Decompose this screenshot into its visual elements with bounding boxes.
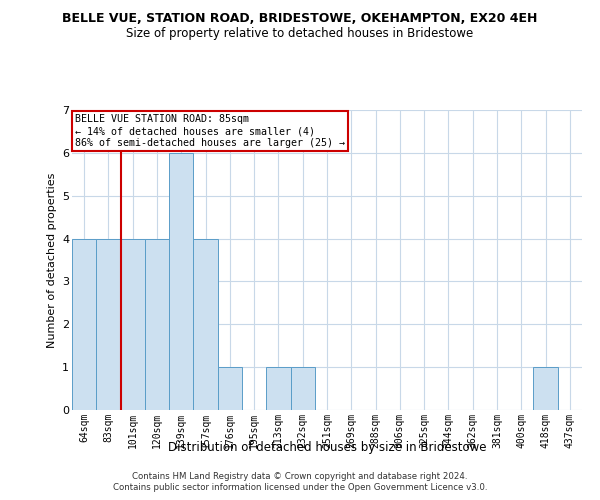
Text: BELLE VUE, STATION ROAD, BRIDESTOWE, OKEHAMPTON, EX20 4EH: BELLE VUE, STATION ROAD, BRIDESTOWE, OKE… <box>62 12 538 26</box>
Bar <box>121 238 145 410</box>
Bar <box>193 238 218 410</box>
Text: BELLE VUE STATION ROAD: 85sqm
← 14% of detached houses are smaller (4)
86% of se: BELLE VUE STATION ROAD: 85sqm ← 14% of d… <box>74 114 344 148</box>
Bar <box>72 238 96 410</box>
Bar <box>169 153 193 410</box>
Bar <box>266 367 290 410</box>
Bar <box>96 238 121 410</box>
Bar <box>218 367 242 410</box>
Text: Contains public sector information licensed under the Open Government Licence v3: Contains public sector information licen… <box>113 484 487 492</box>
Bar <box>533 367 558 410</box>
Bar <box>290 367 315 410</box>
Text: Contains HM Land Registry data © Crown copyright and database right 2024.: Contains HM Land Registry data © Crown c… <box>132 472 468 481</box>
Bar <box>145 238 169 410</box>
Text: Distribution of detached houses by size in Bridestowe: Distribution of detached houses by size … <box>168 441 486 454</box>
Y-axis label: Number of detached properties: Number of detached properties <box>47 172 56 348</box>
Text: Size of property relative to detached houses in Bridestowe: Size of property relative to detached ho… <box>127 28 473 40</box>
